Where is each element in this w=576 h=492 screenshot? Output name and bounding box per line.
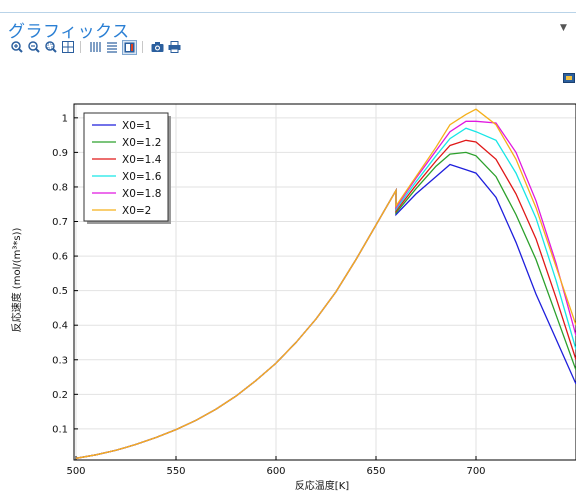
y-tick-label: 0.2 (52, 390, 68, 401)
series-line-6 (75, 108, 576, 459)
y-tick-label: 0.5 (52, 286, 68, 297)
grid-toggle-icon[interactable] (88, 40, 102, 54)
graphics-toolbar (0, 40, 240, 56)
line-chart: 0.1 0.2 0.3 0.4 0.5 0.6 0.7 0.8 0.9 1 500 550 600 650… (10, 103, 576, 492)
top-divider (0, 12, 576, 13)
image-snapshot-icon[interactable] (150, 40, 164, 54)
y-tick-label: 0.1 (52, 424, 68, 435)
legend-entry-label: X0=1.2 (122, 137, 161, 149)
legend-entry-label: X0=2 (122, 205, 151, 217)
y-tick-label: 0.7 (52, 217, 68, 228)
y-tick-label: 0.3 (52, 355, 68, 366)
panel-title: グラフィックス (8, 22, 130, 42)
series-lines (75, 108, 576, 459)
print-icon[interactable] (167, 40, 181, 54)
plot-frame (73, 103, 576, 461)
legend-box (83, 112, 169, 222)
y-tick-label: 1 (62, 113, 68, 124)
color-table-icon[interactable] (122, 40, 137, 55)
zoom-in-icon[interactable] (10, 40, 24, 54)
legend-icon[interactable] (105, 40, 119, 54)
grid-lines (74, 104, 576, 460)
legend-entry-label: X0=1.8 (122, 188, 161, 200)
y-tick-label: 0.9 (52, 148, 68, 159)
x-tick-label: 550 (166, 466, 185, 477)
panel-menu-chevron-icon[interactable]: ▼ (560, 23, 567, 33)
toolbar-separator (142, 41, 143, 53)
x-axis-label: 反応温度[K] (295, 479, 349, 492)
y-axis-label: 反応速度 (mol/(m³*s)) (10, 228, 23, 333)
zoom-box-icon[interactable] (44, 40, 58, 54)
toolbar-separator (80, 41, 81, 53)
x-tick-label: 650 (366, 466, 385, 477)
x-tick-label: 700 (466, 466, 485, 477)
legend-entry-label: X0=1.4 (122, 154, 162, 166)
legend-entry-label: X0=1.6 (122, 171, 162, 183)
zoom-extents-icon[interactable] (61, 40, 75, 54)
graphics-panel-header: グラフィックス ▼ (0, 0, 576, 56)
zoom-out-icon[interactable] (27, 40, 41, 54)
chart-legend: X0=1 X0=1.2 X0=1.4 X0=1.6 X0=1.8 X0=2 (83, 112, 171, 224)
plot-window-icon[interactable] (563, 68, 575, 83)
y-tick-label: 0.8 (52, 182, 68, 193)
legend-entry-label: X0=1 (122, 120, 151, 132)
y-tick-label: 0.6 (52, 252, 68, 263)
axis-ticks: 0.1 0.2 0.3 0.4 0.5 0.6 0.7 0.8 0.9 1 500 550 600 650… (52, 113, 485, 477)
x-tick-label: 600 (266, 466, 285, 477)
x-tick-label: 500 (66, 466, 85, 477)
y-tick-label: 0.4 (52, 321, 68, 332)
